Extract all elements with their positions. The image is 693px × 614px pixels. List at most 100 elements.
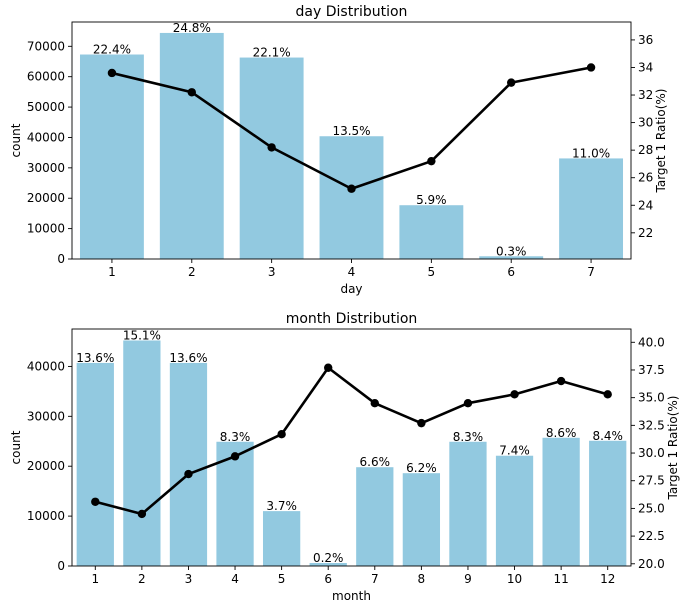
x-tick-label: 12 [600, 572, 615, 586]
ratio-point-1 [91, 497, 100, 506]
bar-pct-label: 22.4% [93, 43, 131, 57]
bar-4 [319, 136, 384, 259]
bar-pct-label: 13.5% [332, 124, 370, 138]
bar-1 [79, 54, 144, 260]
x-tick-label: 3 [185, 572, 193, 586]
bar-pct-label: 8.4% [592, 429, 623, 443]
bar-7 [356, 467, 394, 566]
x-tick-label: 10 [507, 572, 522, 586]
x-tick-label: 2 [138, 572, 146, 586]
y-tick-label: 20000 [27, 459, 65, 473]
x-tick-label: 11 [553, 572, 568, 586]
ratio-point-3 [267, 143, 276, 152]
x-axis-label: day [340, 282, 362, 296]
bar-10 [495, 455, 534, 566]
bar-1 [76, 362, 114, 566]
ratio-point-12 [603, 390, 612, 399]
y2-tick-label: 40.0 [638, 335, 665, 349]
ratio-point-6 [324, 363, 333, 372]
y2-tick-label: 20.0 [638, 557, 665, 571]
x-tick-label: 4 [231, 572, 239, 586]
y-axis-label: count [9, 430, 23, 464]
bar-5 [399, 205, 464, 259]
bar-12 [589, 440, 627, 566]
bar-pct-label: 0.3% [496, 244, 527, 258]
y2-tick-label: 26 [638, 171, 653, 185]
y-tick-label: 0 [57, 252, 65, 266]
bar-pct-label: 11.0% [572, 146, 610, 160]
bar-11 [542, 437, 580, 566]
bar-6 [479, 256, 544, 259]
bar-5 [262, 511, 301, 566]
bar-pct-label: 15.1% [123, 328, 161, 342]
x-tick-label: 1 [108, 265, 116, 279]
x-tick-label: 5 [428, 265, 436, 279]
y-tick-label: 30000 [27, 161, 65, 175]
x-tick-label: 4 [348, 265, 356, 279]
ratio-point-9 [463, 399, 473, 408]
bar-pct-label: 3.7% [266, 499, 297, 513]
bar-9 [449, 441, 487, 566]
y-tick-label: 30000 [27, 409, 65, 423]
chart-title: day Distribution [296, 4, 408, 20]
y2-tick-label: 30.0 [638, 446, 665, 460]
ratio-point-1 [107, 68, 117, 78]
y-tick-label: 40000 [27, 130, 65, 144]
ratio-point-10 [510, 390, 519, 399]
y2-tick-label: 36 [638, 33, 653, 47]
y2-tick-label: 25.0 [638, 501, 665, 515]
day-distribution-chart: 22.4% 24.8% 22.1% 13.5% 5.9% 0.3% 11.0% 0 10000 2… [9, 4, 668, 296]
y2-tick-label: 22 [638, 226, 653, 240]
bar-pct-label: 13.6% [76, 351, 114, 365]
ratio-point-2 [187, 88, 196, 97]
ratio-point-7 [370, 399, 379, 408]
y2-tick-label: 24 [638, 198, 653, 212]
bar-6 [309, 563, 347, 566]
y2-axis-label: Target 1 Ratio(%) [654, 89, 668, 194]
y-tick-label: 0 [57, 559, 65, 573]
bar-pct-label: 24.8% [173, 21, 211, 35]
y2-axis-label: Target 1 Ratio(%) [666, 396, 680, 501]
ratio-point-4 [230, 452, 240, 461]
x-tick-label: 3 [268, 265, 276, 279]
x-tick-label: 8 [418, 572, 426, 586]
bar-pct-label: 6.6% [360, 455, 391, 469]
x-tick-label: 5 [278, 572, 286, 586]
bar-pct-label: 6.2% [406, 461, 437, 475]
y-tick-label: 40000 [27, 359, 65, 373]
x-tick-label: 2 [188, 265, 196, 279]
ratio-point-4 [347, 184, 356, 193]
y2-tick-label: 27.5 [638, 474, 665, 488]
y2-tick-label: 32 [638, 88, 653, 102]
ratio-point-3 [184, 469, 193, 479]
bar-pct-label: 5.9% [416, 193, 447, 207]
y2-tick-label: 35.0 [638, 391, 665, 405]
ratio-point-5 [277, 430, 286, 439]
bar-pct-label: 8.3% [220, 430, 251, 444]
y2-tick-label: 34 [638, 60, 653, 74]
y-tick-label: 20000 [27, 191, 65, 205]
y-tick-label: 10000 [27, 222, 65, 236]
ratio-point-11 [556, 376, 566, 386]
month-distribution-chart: 13.6% 15.1% 13.6% 8.3% 3.7% 0.2% 6.6% 6.2% 8.3% 7… [9, 311, 680, 603]
x-tick-label: 9 [464, 572, 472, 586]
x-tick-label: 6 [324, 572, 332, 586]
y-tick-label: 70000 [27, 39, 65, 53]
bar-8 [402, 473, 441, 566]
ratio-point-6 [507, 78, 516, 87]
bar-pct-label: 7.4% [499, 444, 530, 458]
y-tick-label: 60000 [27, 70, 65, 84]
ratio-point-8 [417, 418, 426, 428]
x-tick-label: 6 [507, 265, 515, 279]
bar-7 [559, 158, 624, 259]
x-tick-label: 7 [587, 265, 595, 279]
y-tick-label: 10000 [27, 509, 65, 523]
bar-pct-label: 0.2% [313, 551, 344, 565]
y2-tick-label: 30 [638, 116, 653, 130]
y-axis-label: count [9, 123, 23, 157]
bar-pct-label: 22.1% [253, 46, 291, 60]
x-axis-label: month [332, 589, 371, 603]
bar-2 [159, 32, 224, 259]
bar-pct-label: 13.6% [169, 351, 207, 365]
